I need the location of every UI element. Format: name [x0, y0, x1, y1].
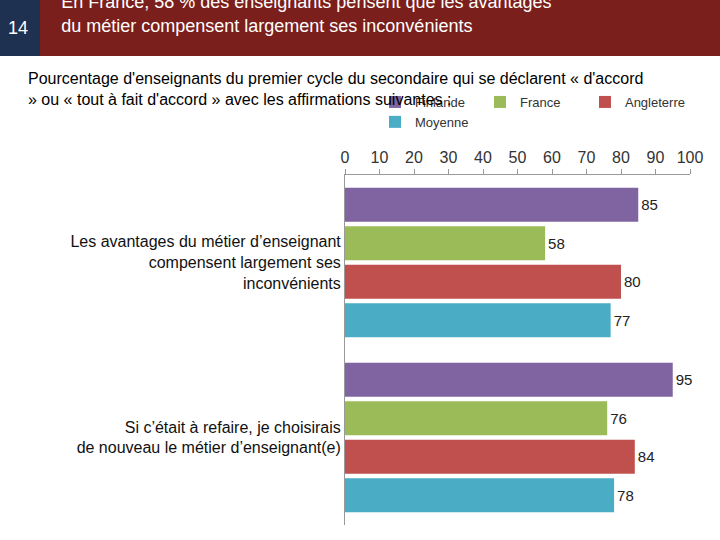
svg-text:84: 84: [638, 448, 655, 465]
svg-text:80: 80: [612, 149, 630, 166]
svg-text:Les avantages du métier d’ense: Les avantages du métier d’enseignantcomp…: [70, 233, 341, 292]
svg-text:14: 14: [8, 18, 28, 38]
svg-text:50: 50: [509, 149, 527, 166]
svg-text:Moyenne: Moyenne: [415, 115, 468, 130]
svg-text:85: 85: [641, 196, 658, 213]
svg-text:60: 60: [543, 149, 561, 166]
svg-text:20: 20: [405, 149, 423, 166]
svg-text:Si c’était à refaire, je chois: Si c’était à refaire, je choisiraisde no…: [77, 419, 341, 457]
svg-text:0: 0: [341, 149, 350, 166]
svg-text:Pourcentage d'enseignants du p: Pourcentage d'enseignants du premier cyc…: [28, 70, 643, 108]
svg-text:Angleterre: Angleterre: [625, 95, 685, 110]
svg-text:95: 95: [676, 371, 693, 388]
svg-text:76: 76: [610, 410, 627, 427]
svg-text:77: 77: [614, 312, 631, 329]
svg-text:30: 30: [440, 149, 458, 166]
svg-text:40: 40: [474, 149, 492, 166]
svg-text:70: 70: [578, 149, 596, 166]
svg-text:100: 100: [677, 149, 704, 166]
svg-text:58: 58: [548, 235, 565, 252]
svg-text:10: 10: [371, 149, 389, 166]
svg-text:90: 90: [647, 149, 665, 166]
svg-text:Finlande: Finlande: [415, 95, 465, 110]
svg-text:78: 78: [617, 487, 634, 504]
svg-text:En France, 58 % des enseignant: En France, 58 % des enseignants pensent …: [61, 0, 551, 36]
svg-text:France: France: [520, 95, 560, 110]
svg-text:80: 80: [624, 273, 641, 290]
